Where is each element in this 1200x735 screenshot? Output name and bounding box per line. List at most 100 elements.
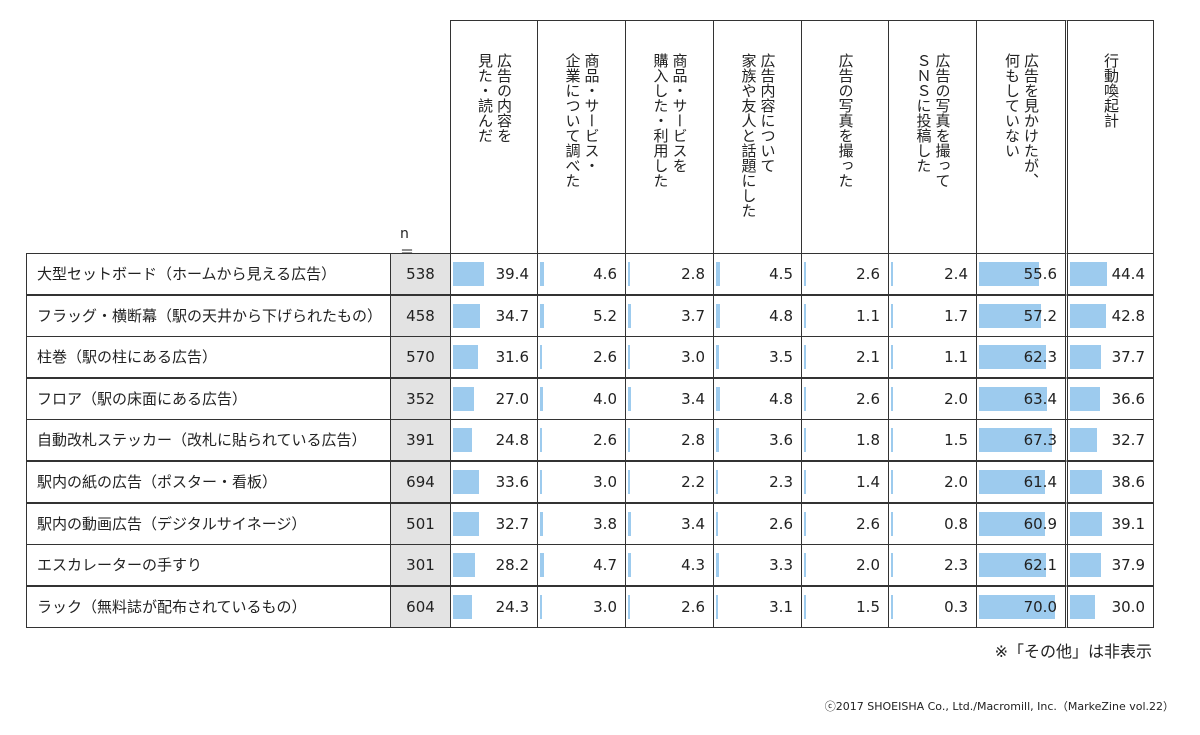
- value-bar: [979, 511, 1045, 536]
- row-label: 自動改札ステッカー（改札に貼られている広告）: [26, 419, 391, 462]
- value-cell: 3.0: [625, 336, 714, 379]
- row-label: 大型セットボード（ホームから見える広告）: [26, 253, 391, 295]
- value-label: 2.6: [593, 348, 617, 367]
- value-label: 2.0: [856, 556, 880, 575]
- value-bar: [540, 345, 543, 370]
- value-bar: [804, 345, 806, 370]
- value-bar: [979, 553, 1047, 578]
- value-bar: [453, 428, 473, 453]
- value-label: 33.6: [495, 473, 529, 491]
- value-bar: [1070, 262, 1107, 286]
- value-cell: 2.6: [537, 336, 626, 379]
- column-header: 広告の写真を撮って ＳＮＳに投稿した: [888, 20, 977, 253]
- value-cell: 24.8: [450, 419, 538, 462]
- column-header-label: 行動喚起計: [1102, 53, 1120, 128]
- value-cell: 1.7: [888, 294, 977, 337]
- table-row: 自動改札ステッカー（改札に貼られている広告） 391 24.8 2.6 2.8 3.6 1.…: [26, 419, 1154, 462]
- value-cell: 3.8: [537, 502, 626, 545]
- value-label: 31.6: [495, 348, 529, 367]
- copyright: ⓒ2017 SHOEISHA Co., Ltd./Macromill, Inc.…: [824, 700, 1174, 713]
- value-cell: 3.0: [537, 585, 626, 628]
- value-cell: 4.0: [537, 377, 626, 420]
- value-label: 2.6: [769, 514, 793, 533]
- value-bar: [453, 594, 472, 619]
- value-label: 4.8: [769, 389, 793, 408]
- value-cell: 62.3: [976, 336, 1066, 379]
- value-label: 4.6: [593, 265, 617, 283]
- value-cell: 67.3: [976, 419, 1066, 462]
- value-cell: 32.7: [1065, 419, 1154, 462]
- column-header: 商品・サービスを 購入した・利用した: [625, 20, 714, 253]
- sample-size: 604: [390, 585, 451, 628]
- value-cell: 2.6: [801, 377, 889, 420]
- column-header: 広告の写真を撮った: [801, 20, 889, 253]
- value-label: 36.6: [1111, 389, 1145, 408]
- value-cell: 3.1: [713, 585, 802, 628]
- table-row: エスカレーターの手すり 301 28.2 4.7 4.3 3.3 2.0 2.3 62.1 37.…: [26, 544, 1154, 587]
- value-label: 61.4: [1023, 473, 1057, 491]
- column-header-label: 広告を見かけたが、 何もしていない: [1003, 53, 1040, 188]
- value-cell: 36.6: [1065, 377, 1154, 420]
- value-label: 4.5: [769, 265, 793, 283]
- value-label: 24.3: [495, 597, 529, 616]
- value-bar: [453, 470, 480, 494]
- sample-size: 501: [390, 502, 451, 545]
- value-cell: 37.9: [1065, 544, 1154, 587]
- value-cell: 2.0: [801, 544, 889, 587]
- value-cell: 3.3: [713, 544, 802, 587]
- value-bar: [891, 262, 893, 286]
- value-label: 2.1: [856, 348, 880, 367]
- value-bar: [804, 553, 806, 578]
- value-cell: 60.9: [976, 502, 1066, 545]
- value-label: 2.6: [856, 514, 880, 533]
- value-label: 30.0: [1111, 597, 1145, 616]
- value-label: 57.2: [1023, 306, 1057, 325]
- table-row: フラッグ・横断幕（駅の天井から下げられたもの） 458 34.7 5.2 3.7 4.8 1…: [26, 294, 1154, 337]
- value-bar: [716, 428, 719, 453]
- value-bar: [1070, 428, 1098, 453]
- value-label: 62.3: [1023, 348, 1057, 367]
- table-row: 駅内の動画広告（デジタルサイネージ） 501 32.7 3.8 3.4 2.6 2.6 0.8…: [26, 502, 1154, 545]
- value-label: 70.0: [1023, 597, 1057, 616]
- value-cell: 3.5: [713, 336, 802, 379]
- value-cell: 44.4: [1065, 253, 1154, 295]
- value-bar: [891, 511, 893, 536]
- value-cell: 2.3: [888, 544, 977, 587]
- value-cell: 1.1: [801, 294, 889, 337]
- value-label: 1.8: [856, 431, 880, 450]
- value-label: 0.8: [944, 514, 968, 533]
- value-bar: [716, 303, 720, 328]
- value-bar: [716, 262, 720, 286]
- value-bar: [1070, 553, 1102, 578]
- column-header-label: 広告の写真を撮って ＳＮＳに投稿した: [914, 53, 952, 188]
- value-label: 24.8: [495, 431, 529, 450]
- value-cell: 4.7: [537, 544, 626, 587]
- value-cell: 55.6: [976, 253, 1066, 295]
- value-bar: [979, 262, 1040, 286]
- value-cell: 3.4: [625, 377, 714, 420]
- value-label: 5.2: [593, 306, 617, 325]
- value-bar: [540, 553, 544, 578]
- value-label: 3.6: [769, 431, 793, 450]
- value-bar: [891, 386, 893, 411]
- value-label: 39.1: [1111, 514, 1145, 533]
- value-cell: 1.5: [888, 419, 977, 462]
- value-cell: 2.6: [713, 502, 802, 545]
- row-label: 駅内の紙の広告（ポスター・看板）: [26, 461, 391, 503]
- column-header-label: 広告の内容を 見た・読んだ: [476, 53, 513, 143]
- value-label: 1.1: [856, 306, 880, 325]
- sample-size: 301: [390, 544, 451, 587]
- value-label: 4.3: [681, 556, 705, 575]
- value-bar: [540, 262, 544, 286]
- value-label: 0.3: [944, 597, 968, 616]
- value-cell: 32.7: [450, 502, 538, 545]
- value-cell: 61.4: [976, 461, 1066, 503]
- column-header: 行動喚起計: [1065, 20, 1154, 253]
- value-bar: [804, 470, 806, 494]
- value-cell: 31.6: [450, 336, 538, 379]
- value-label: 55.6: [1023, 265, 1057, 283]
- value-label: 32.7: [495, 514, 529, 533]
- sample-size: 538: [390, 253, 451, 295]
- value-cell: 39.1: [1065, 502, 1154, 545]
- value-bar: [716, 470, 718, 494]
